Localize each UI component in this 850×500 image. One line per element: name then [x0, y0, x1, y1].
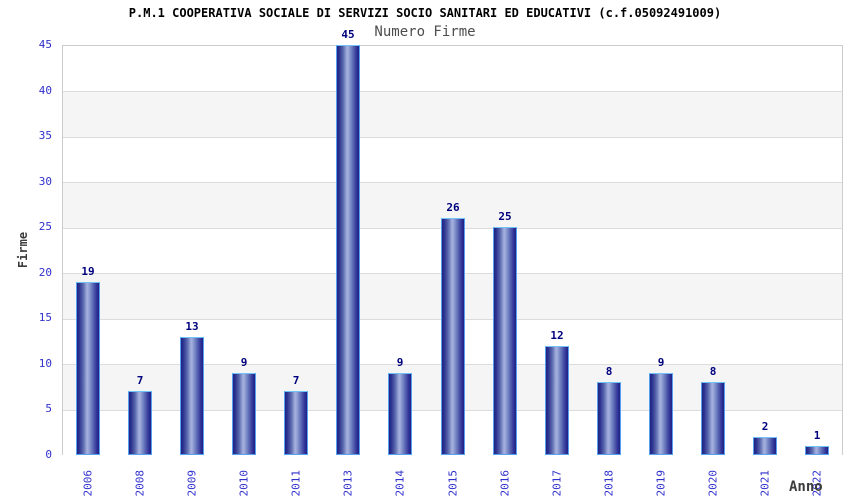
y-tick-label: 5 [45, 402, 52, 416]
background-band [63, 273, 842, 320]
y-tick-label: 0 [45, 448, 52, 461]
chart-title: P.M.1 COOPERATIVA SOCIALE DI SERVIZI SOC… [128, 6, 722, 20]
y-tick-label: 15 [38, 311, 52, 325]
gridline [63, 273, 842, 275]
background-band [63, 319, 842, 365]
gridline [63, 318, 842, 320]
y-tick-label: 40 [38, 83, 52, 97]
x-tick-label: 2021 [758, 470, 772, 497]
y-tick-label: 10 [38, 356, 52, 370]
y-tick-label: 35 [38, 129, 52, 143]
background-band [63, 137, 842, 183]
x-tick-label: 2010 [237, 470, 251, 497]
x-tick-label: 2006 [81, 470, 95, 497]
x-tick-label: 2014 [393, 470, 407, 497]
background-band [63, 182, 842, 229]
gridline [63, 364, 842, 366]
x-tick-label: 2018 [602, 470, 616, 497]
x-tick-label: 2020 [706, 470, 720, 497]
background-band [63, 364, 842, 411]
y-axis-title: Firme [16, 231, 30, 269]
y-tick-label: 30 [38, 174, 52, 188]
chart-subtitle: Numero Firme [374, 24, 476, 40]
gridline [63, 91, 842, 93]
background-band [63, 91, 842, 138]
plot-area [62, 45, 843, 456]
gridline [63, 409, 842, 411]
y-tick-label: 45 [38, 38, 52, 51]
x-tick-label: 2008 [133, 470, 147, 497]
gridline [63, 227, 842, 229]
x-tick-label: 2016 [498, 470, 512, 497]
background-band [63, 410, 842, 456]
x-tick-label: 2019 [654, 470, 668, 497]
background-band [63, 228, 842, 274]
x-tick-label: 2015 [446, 470, 460, 497]
x-tick-label: 2017 [550, 470, 564, 497]
x-axis-title: Anno [789, 479, 823, 495]
gridline [63, 136, 842, 138]
x-tick-label: 2011 [289, 470, 303, 497]
x-tick-label: 2013 [341, 470, 355, 497]
background-band [63, 46, 842, 92]
x-tick-label: 2009 [185, 470, 199, 497]
gridline [63, 182, 842, 184]
